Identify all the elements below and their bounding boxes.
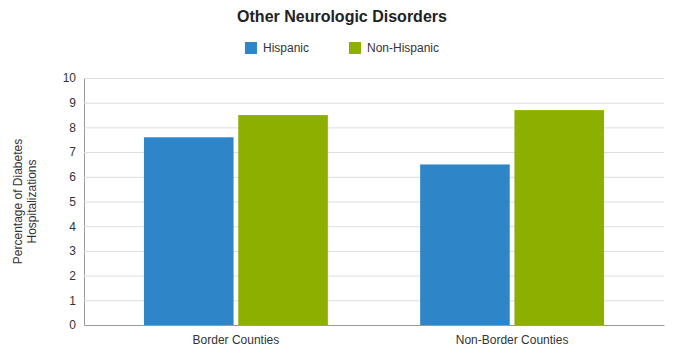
x-tick-label: Border Counties <box>193 333 280 347</box>
bar <box>144 137 234 325</box>
y-tick-label: 4 <box>69 220 76 234</box>
y-tick: 10 <box>63 71 664 85</box>
legend-swatch <box>349 42 361 54</box>
y-tick-label: 7 <box>69 145 76 159</box>
bar <box>238 115 328 325</box>
y-tick-label: 2 <box>69 269 76 283</box>
y-tick-label: 8 <box>69 121 76 135</box>
legend-item: Hispanic <box>245 41 309 55</box>
grid-line <box>84 103 664 104</box>
y-tick-label: 6 <box>69 170 76 184</box>
bars <box>144 110 604 325</box>
x-tick-label: Non-Border Counties <box>456 333 569 347</box>
y-tick-label: 5 <box>69 195 76 209</box>
y-tick-label: 9 <box>69 96 76 110</box>
y-axis-label-line: Percentage of Diabetes <box>11 139 25 264</box>
y-axis-line <box>85 79 665 326</box>
x-tick: Border Counties <box>193 333 280 347</box>
y-tick-label: 3 <box>69 244 76 258</box>
legend-label: Non-Hispanic <box>367 41 439 55</box>
bar <box>514 110 604 325</box>
title: Other Neurologic Disorders <box>237 8 447 25</box>
y-axis: 0 1 2 3 4 5 6 7 8 9 10 <box>63 71 664 332</box>
chart: Other Neurologic Disorders 0 1 2 3 4 5 6 7 8 9 10 Bo… <box>0 0 684 361</box>
x-axis-line <box>85 325 665 326</box>
y-axis-label: Percentage of DiabetesHospitalizations <box>11 139 39 264</box>
x-axis: Border Counties Non-Border Counties <box>85 326 665 347</box>
legend-item: Non-Hispanic <box>349 41 439 55</box>
legend-swatch <box>245 42 257 54</box>
y-axis-label-line: Hospitalizations <box>25 159 39 243</box>
legend-label: Hispanic <box>263 41 309 55</box>
grid-line <box>84 78 664 79</box>
y-tick-label: 1 <box>69 294 76 308</box>
y-tick-label: 10 <box>63 71 77 85</box>
x-tick: Non-Border Counties <box>456 333 569 347</box>
bar <box>420 164 510 325</box>
y-tick: 9 <box>69 96 664 110</box>
grid-line <box>84 325 664 326</box>
plot: 0 1 2 3 4 5 6 7 8 9 10 Border Counties Non-Border Co… <box>63 71 665 346</box>
legend: Hispanic Non-Hispanic <box>245 41 439 55</box>
y-tick-label: 0 <box>69 318 76 332</box>
